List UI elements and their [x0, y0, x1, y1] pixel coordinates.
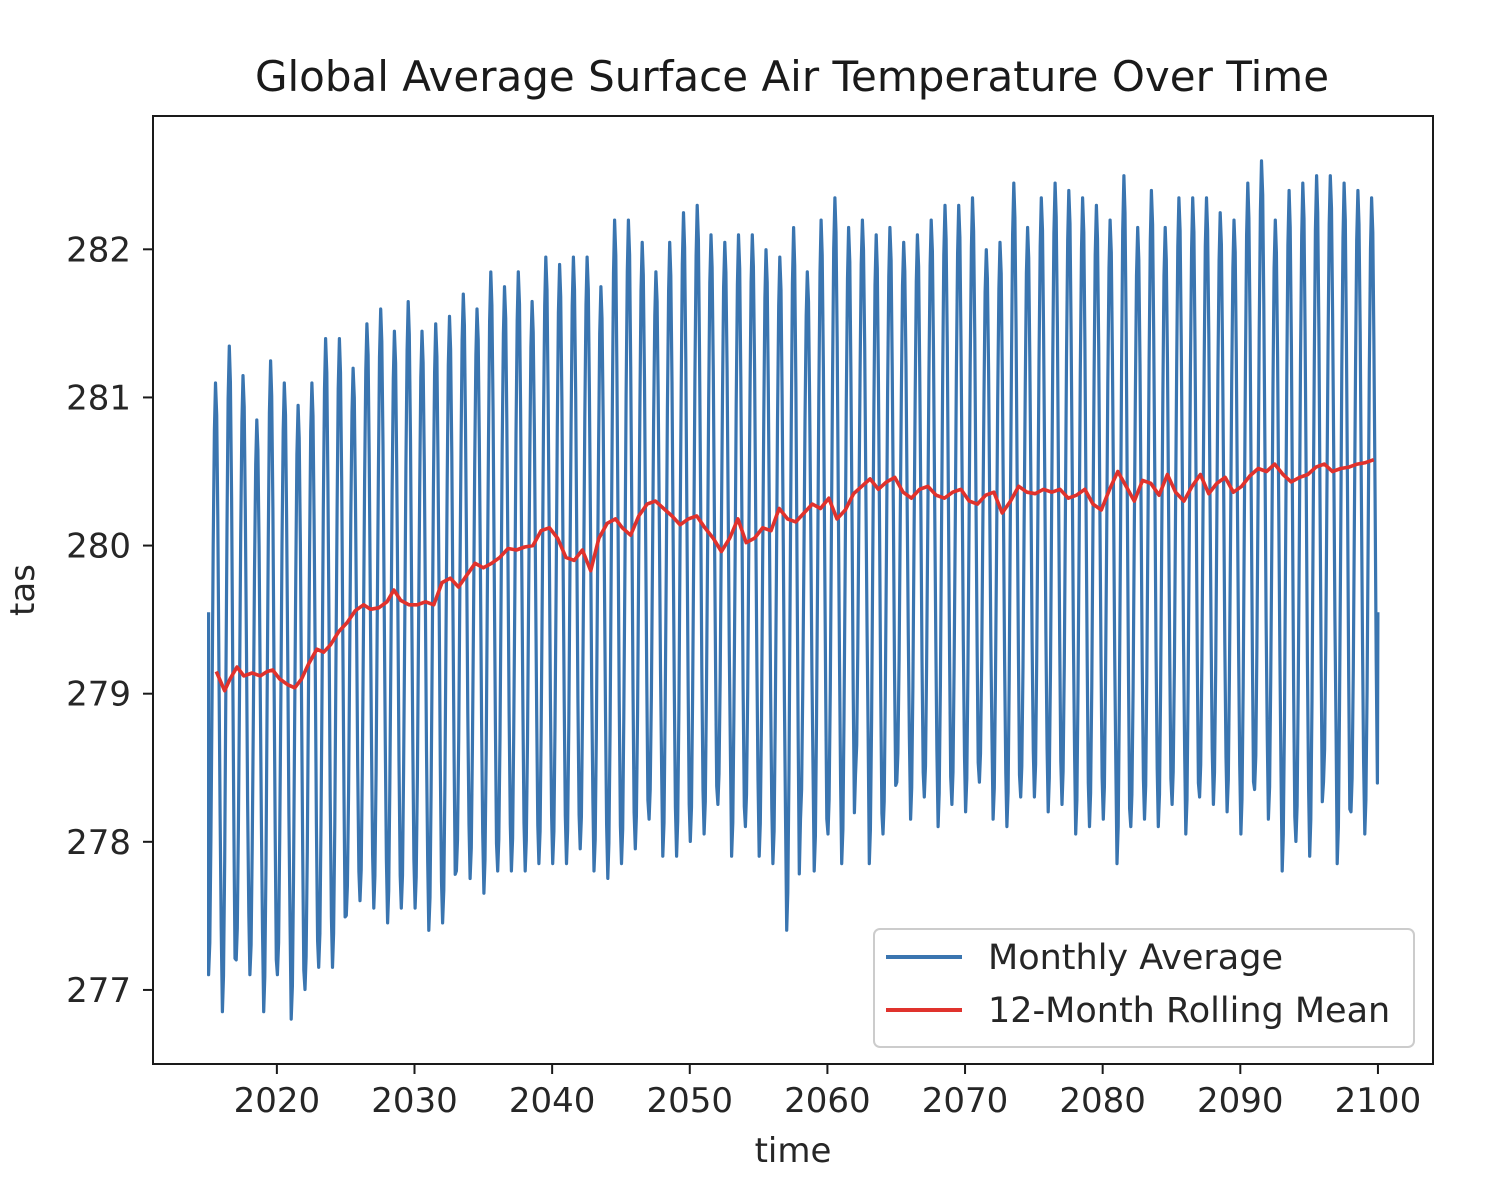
series-line-rolling-mean: [214, 458, 1375, 693]
x-tick-label: 2100: [1335, 1081, 1422, 1121]
x-axis: 2020 2030 2040 2050 2060 2070 2080 2090 2100: [234, 1064, 1422, 1121]
x-tick-label: 2070: [922, 1081, 1009, 1121]
chart-title: Global Average Surface Air Temperature O…: [254, 52, 1330, 101]
y-tick-label: 282: [66, 230, 131, 270]
x-axis-label: time: [755, 1131, 832, 1171]
legend-label-rolling: 12-Month Rolling Mean: [988, 991, 1390, 1031]
y-axis: 277 278 279 280 281 282: [66, 230, 153, 1011]
x-tick-label: 2050: [647, 1081, 734, 1121]
y-tick-label: 279: [66, 675, 131, 715]
x-tick-label: 2080: [1059, 1081, 1146, 1121]
series-layer: [207, 159, 1380, 1021]
y-tick-label: 281: [66, 378, 131, 418]
legend-label-monthly: Monthly Average: [988, 938, 1283, 978]
x-tick-label: 2040: [509, 1081, 596, 1121]
y-axis-label: tas: [3, 564, 43, 616]
x-tick-label: 2030: [371, 1081, 458, 1121]
legend: Monthly Average 12-Month Rolling Mean: [873, 928, 1415, 1048]
legend-box: [873, 928, 1415, 1048]
plot-frame: [152, 115, 1434, 1065]
y-tick-label: 277: [66, 971, 131, 1011]
series-line-monthly-average: [207, 159, 1380, 1021]
y-tick-label: 280: [66, 527, 131, 567]
x-tick-label: 2090: [1197, 1081, 1284, 1121]
y-tick-label: 278: [66, 823, 131, 863]
x-tick-label: 2020: [234, 1081, 321, 1121]
x-tick-label: 2060: [784, 1081, 871, 1121]
